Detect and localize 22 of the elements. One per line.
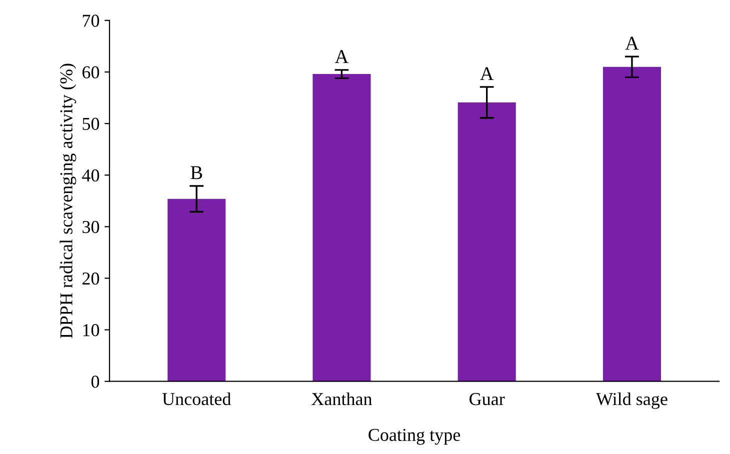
annotation: A [625,36,639,50]
y-tick-label: 50 [82,118,100,130]
x-tick-label: Uncoated [162,392,231,406]
annotation: B [190,166,202,180]
x-axis-title: Coating type [368,428,460,445]
bar [602,66,661,382]
annotation: A [480,67,494,80]
y-tick-label: 60 [82,66,100,78]
y-tick-label: 10 [83,324,100,336]
y-tick-label: 70 [82,14,100,27]
y-tick-label: 0 [91,376,100,388]
bar [168,198,226,382]
x-tick-label: Guar [470,393,505,406]
bar [458,102,516,382]
x-tick-label: Xanthan [312,392,372,406]
bar [312,74,371,382]
y-tick-label: 30 [82,220,100,234]
y-tick-label: 40 [82,169,100,182]
y-tick-label: 20 [82,272,100,285]
y-axis-title: DPPH radical scavenging activity (%) [60,64,76,338]
annotation: A [334,50,349,64]
x-tick-label: Wild sage [596,392,668,409]
